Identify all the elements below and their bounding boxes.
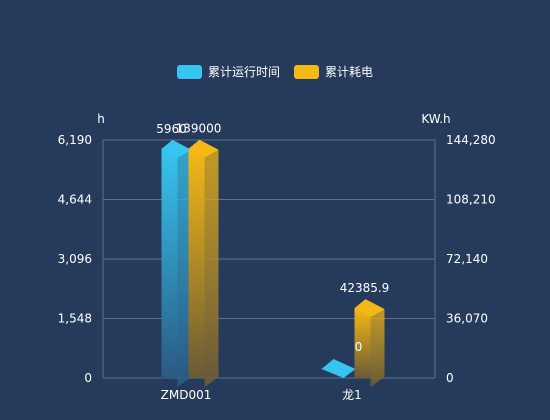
bar-front-face: [161, 148, 178, 378]
left-tick-label: 4,644: [58, 193, 92, 207]
bar-front-face: [354, 308, 371, 378]
legend: 累计运行时间 累计耗电: [177, 65, 373, 79]
right-tick-label: 108,210: [446, 193, 496, 207]
bar-top-face: [161, 139, 192, 158]
bar-side-face: [177, 148, 192, 387]
data-labels: 5960 0 139000 42385.9: [156, 122, 389, 354]
bar: [321, 359, 356, 378]
right-axis-name: KW.h: [421, 112, 450, 126]
grid-lines: [102, 139, 436, 379]
x-tick-label: ZMD001: [161, 388, 212, 402]
bar-top-face: [354, 299, 385, 318]
left-axis-name: h: [97, 112, 105, 126]
bar-top-face: [188, 139, 219, 158]
left-tick-label: 6,190: [58, 133, 92, 147]
legend-swatch: [294, 65, 319, 79]
left-tick-label: 0: [84, 371, 92, 385]
legend-swatch: [177, 65, 202, 79]
right-tick-label: 36,070: [446, 312, 488, 326]
legend-label: 累计运行时间: [208, 65, 280, 79]
bar: [161, 139, 192, 387]
x-tick-label: 龙1: [342, 388, 362, 402]
bar-side-face: [370, 308, 385, 387]
bar: [188, 139, 219, 387]
data-label: 5960: [156, 122, 187, 136]
data-label: 139000: [176, 122, 222, 136]
left-tick-label: 1,548: [58, 312, 92, 326]
bars: [161, 139, 385, 387]
bar-front-face: [188, 148, 205, 378]
axes: 0 0 1,548 36,070 3,096 72,140 4,644 108,210 6,19…: [58, 112, 496, 402]
bar-zero-diamond: [321, 359, 356, 378]
bar: [354, 299, 385, 387]
data-label: 0: [355, 340, 363, 354]
right-tick-label: 144,280: [446, 133, 496, 147]
data-label: 42385.9: [340, 281, 390, 295]
right-tick-label: 72,140: [446, 252, 488, 266]
right-tick-label: 0: [446, 371, 454, 385]
legend-label: 累计耗电: [325, 65, 373, 79]
bar-side-face: [204, 148, 219, 387]
left-tick-label: 3,096: [58, 252, 92, 266]
